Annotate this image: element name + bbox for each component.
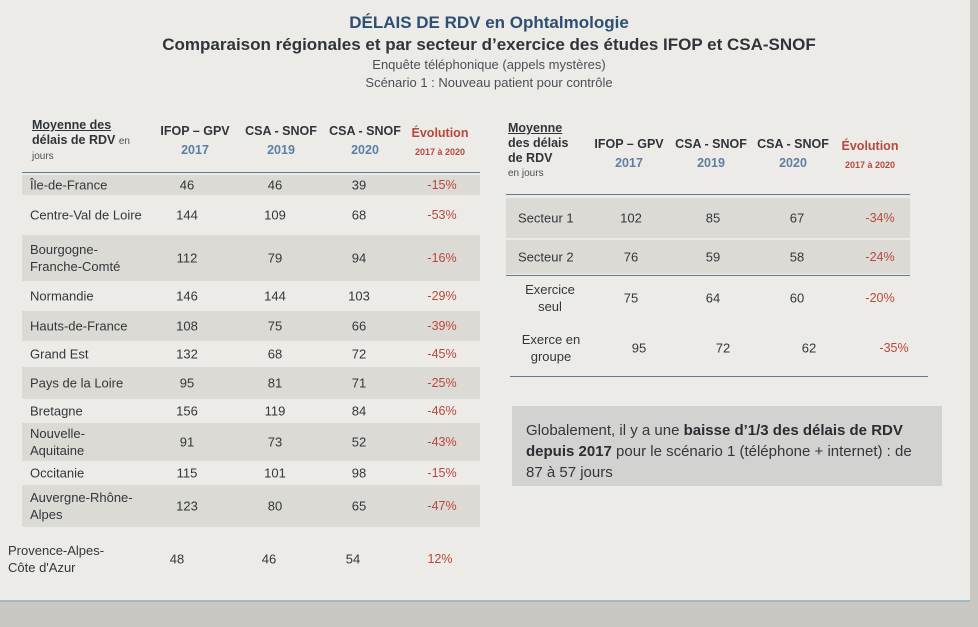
table-row: Exerce en groupe 95 72 62 -35% (506, 326, 910, 370)
survey-method: Enquête téléphonique (appels mystères) (372, 57, 606, 72)
scenario-label: Scénario 1 : Nouveau patient pour contrô… (365, 75, 613, 90)
region-name: Hauts-de-France (30, 318, 128, 334)
table-row: Secteur 2 76 59 58 -24% (506, 240, 910, 274)
table-row: Nouvelle-Aquitaine 91 73 52 -43% (22, 423, 480, 461)
table-row: Bourgogne-Franche-Comté 112 79 94 -16% (22, 235, 480, 281)
column-header-evolution: Évolution 2017 à 2020 (411, 126, 469, 157)
table-row: Bretagne 156 119 84 -46% (30, 403, 457, 419)
sector-bottom-rule (510, 376, 928, 377)
region-name: Pays de la Loire (30, 375, 124, 391)
table-row: Île-de-France 46 46 39 -15% (22, 175, 480, 195)
table-row: Auvergne-Rhône-Alpes 123 80 65 -47% (22, 485, 480, 527)
column-header-csa-2020: CSA - SNOF 2020 (757, 137, 829, 170)
region-name: Nouvelle-Aquitaine (30, 426, 85, 458)
column-header-csa-2019: CSA - SNOF 2019 (245, 124, 317, 157)
column-header-ifop-2017: IFOP – GPV 2017 (594, 137, 664, 170)
sector-name: Exerce en groupe (521, 332, 581, 364)
table-row: Hauts-de-France 108 75 66 -39% (22, 311, 480, 341)
sector-table-header-label: Moyenne des délais de RDV en jours (508, 121, 569, 179)
sector-mid-rule (506, 275, 910, 276)
region-name: Bretagne (30, 403, 83, 419)
sector-name: Secteur 2 (518, 249, 574, 265)
region-name: Centre-Val de Loire (30, 207, 142, 223)
column-header-ifop-2017: IFOP – GPV 2017 (160, 124, 230, 157)
table-row: Grand Est 132 68 72 -45% (30, 346, 457, 362)
region-name: Île-de-France (30, 177, 108, 193)
sector-name: Exercice seul (525, 282, 575, 314)
table-row: Pays de la Loire 95 81 71 -25% (22, 367, 480, 399)
table-row: Secteur 1 102 85 67 -34% (506, 198, 910, 238)
region-name: Bourgogne-Franche-Comté (30, 242, 121, 274)
table-row: Provence-Alpes-Côte d'Azur 48 46 54 12% (8, 543, 453, 575)
sector-name: Secteur 1 (518, 210, 574, 226)
region-name: Occitanie (30, 465, 85, 481)
sector-header-rule (506, 194, 910, 195)
summary-highlight: baisse d’1/3 des délais de RDV depuis 20… (526, 422, 903, 460)
regional-table-header-label: Moyenne des délais de RDV en jours (32, 118, 130, 162)
column-header-evolution: Évolution 2017 à 2020 (841, 139, 899, 170)
column-header-csa-2019: CSA - SNOF 2019 (675, 137, 747, 170)
region-name: Normandie (30, 288, 94, 304)
page-title: DÉLAIS DE RDV en Ophtalmologie (349, 13, 629, 32)
regional-header-rule (22, 172, 480, 173)
region-name: Auvergne-Rhône-Alpes (30, 490, 133, 522)
region-name: Grand Est (30, 346, 89, 362)
column-header-csa-2020: CSA - SNOF 2020 (329, 124, 401, 157)
table-row: Exercice seul 75 64 60 -20% (506, 277, 910, 319)
table-row: Centre-Val de Loire 144 109 68 -53% (30, 207, 457, 223)
page-subtitle: Comparaison régionales et par secteur d’… (162, 35, 816, 54)
summary-callout: Globalement, il y a une baisse d’1/3 des… (512, 406, 942, 486)
table-row: Occitanie 115 101 98 -15% (30, 465, 457, 481)
table-row: Normandie 146 144 103 -29% (30, 288, 457, 304)
document-header: DÉLAIS DE RDV en Ophtalmologie Comparais… (0, 12, 978, 92)
region-name: Provence-Alpes-Côte d'Azur (8, 543, 105, 575)
